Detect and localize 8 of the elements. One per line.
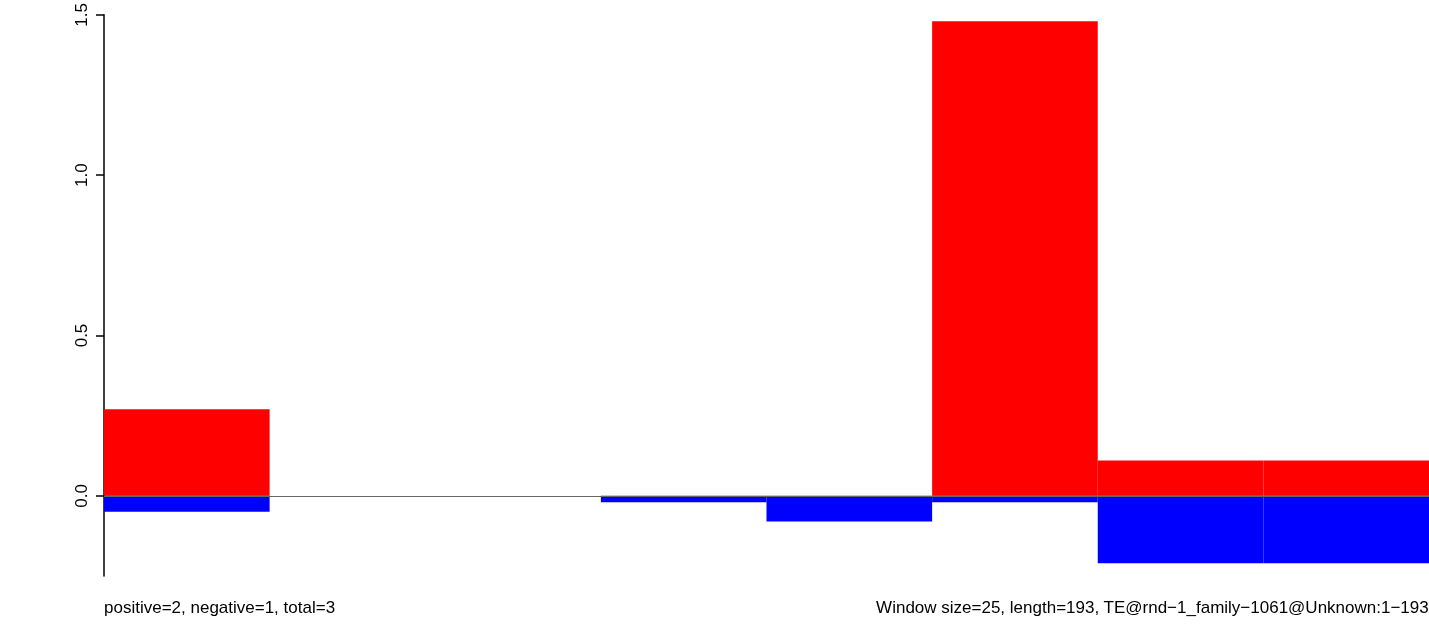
bar <box>104 495 270 512</box>
y-tick-label: 1.0 <box>72 163 91 187</box>
text: Window size=25, length=193, TE@rnd−1_family−1061@Unknown:1−193 <box>876 598 1429 617</box>
text: positive=2, negative=1, total=3 <box>104 598 336 617</box>
y-tick-label: 0.5 <box>72 323 91 348</box>
bar <box>104 409 270 496</box>
y-tick-label: 0.0 <box>72 484 91 508</box>
y-tick-label: 1.5 <box>72 3 91 27</box>
